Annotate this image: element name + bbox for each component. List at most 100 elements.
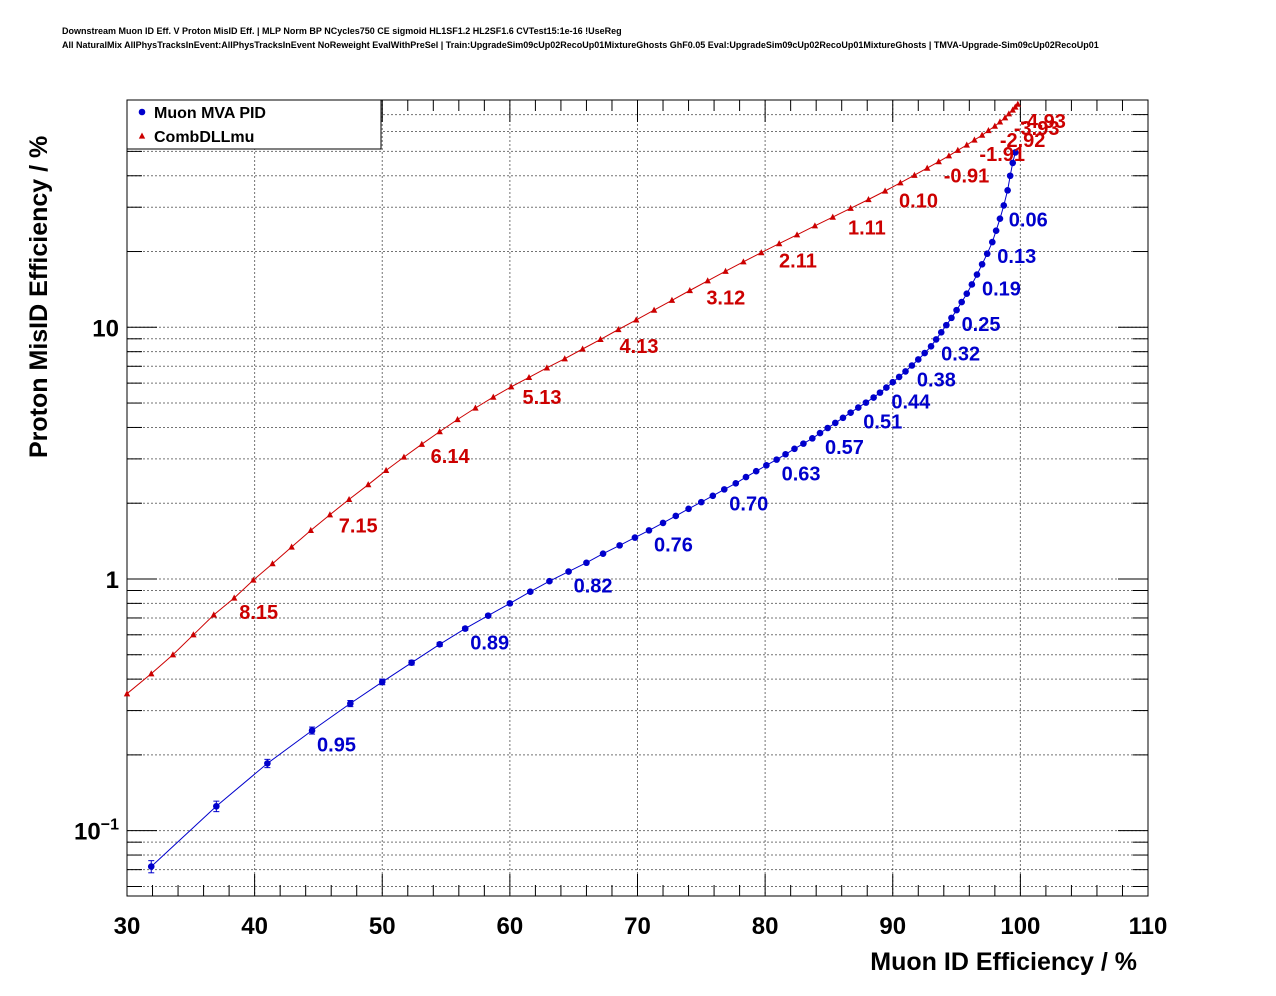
data-point bbox=[1004, 187, 1011, 194]
data-point bbox=[400, 453, 408, 460]
data-point bbox=[472, 404, 479, 411]
point-label: 1.11 bbox=[848, 218, 886, 240]
data-point bbox=[365, 481, 372, 488]
data-point bbox=[911, 171, 918, 178]
point-label: -4.93 bbox=[1020, 111, 1066, 133]
data-point bbox=[968, 281, 976, 288]
data-point bbox=[436, 641, 443, 648]
series-muon-mva-pid: 0.95 0.89 0.82 0.76 0.70 0.630.57 0.510.440.38… bbox=[147, 149, 1048, 874]
data-point bbox=[378, 678, 386, 686]
point-label: 0.76 bbox=[654, 534, 693, 556]
data-point bbox=[983, 250, 991, 258]
legend-label: CombDLLmu bbox=[154, 129, 254, 146]
data-point bbox=[686, 287, 694, 294]
data-point bbox=[742, 473, 750, 481]
data-point bbox=[953, 306, 960, 314]
data-point bbox=[709, 492, 717, 500]
x-tick-labels: 30 40 50 60 70 80 90 100 110 bbox=[114, 913, 1168, 940]
data-point bbox=[988, 238, 996, 246]
data-point bbox=[148, 670, 155, 677]
data-point bbox=[1009, 159, 1017, 167]
data-point bbox=[865, 195, 872, 203]
point-label: 0.57 bbox=[825, 437, 864, 459]
data-point bbox=[963, 290, 971, 297]
point-label: 0.44 bbox=[891, 392, 931, 414]
data-point bbox=[948, 314, 955, 322]
data-point bbox=[250, 576, 257, 583]
data-point bbox=[123, 690, 131, 697]
point-label: 4.13 bbox=[620, 336, 659, 358]
data-point bbox=[773, 456, 780, 463]
data-point bbox=[382, 466, 390, 474]
data-point bbox=[1005, 110, 1013, 117]
x-tick-label: 90 bbox=[879, 913, 906, 940]
data-point bbox=[902, 368, 909, 375]
data-point bbox=[645, 527, 653, 534]
data-point bbox=[897, 179, 904, 186]
data-point bbox=[996, 215, 1004, 223]
data-point bbox=[854, 404, 862, 411]
series-line bbox=[150, 152, 1016, 867]
data-point bbox=[720, 486, 728, 493]
point-label: 0.38 bbox=[917, 369, 956, 391]
chart-title-line-2: All NaturalMix AllPhysTracksInEvent:AllP… bbox=[62, 40, 1099, 50]
x-tick-label: 80 bbox=[752, 913, 779, 940]
point-label: 0.10 bbox=[899, 191, 938, 213]
data-point bbox=[668, 296, 676, 303]
y-tick-label: 10−1 bbox=[74, 817, 119, 846]
series-combdllmu: 8.15 7.15 6.14 5.13 4.13 3.12 2.11 1.11 0.10 -0.9… bbox=[123, 100, 1066, 697]
data-point bbox=[1000, 202, 1008, 209]
data-point bbox=[288, 543, 295, 550]
data-point bbox=[190, 631, 197, 638]
data-point bbox=[565, 568, 572, 575]
point-label: -3.93 bbox=[1014, 118, 1060, 140]
data-point bbox=[763, 461, 770, 469]
data-point bbox=[832, 419, 839, 427]
point-label: 0.70 bbox=[729, 493, 768, 515]
y-tick-label: 10 bbox=[92, 315, 119, 342]
data-point bbox=[461, 625, 469, 632]
data-point bbox=[347, 700, 354, 707]
data-point bbox=[895, 373, 903, 381]
data-point bbox=[991, 122, 999, 129]
data-point bbox=[264, 760, 271, 767]
data-point bbox=[722, 267, 729, 274]
data-point bbox=[633, 316, 640, 323]
data-point bbox=[932, 336, 940, 343]
point-label: -1.91 bbox=[979, 144, 1025, 166]
point-label: 2.11 bbox=[779, 251, 817, 273]
data-point bbox=[963, 141, 970, 148]
data-point bbox=[685, 505, 692, 513]
plot-frame bbox=[126, 99, 1149, 897]
data-point bbox=[659, 519, 667, 527]
data-point bbox=[269, 560, 276, 567]
data-point bbox=[782, 450, 789, 458]
data-point bbox=[816, 429, 824, 437]
data-point bbox=[561, 355, 568, 362]
data-point bbox=[945, 152, 953, 159]
point-label: 6.14 bbox=[431, 446, 471, 468]
grid-lines bbox=[126, 99, 1149, 896]
data-point bbox=[881, 187, 889, 194]
data-point bbox=[169, 651, 177, 658]
data-point bbox=[408, 659, 415, 666]
data-point bbox=[847, 204, 854, 211]
data-point bbox=[308, 727, 316, 734]
point-label: 5.13 bbox=[523, 387, 562, 409]
data-point bbox=[672, 512, 680, 520]
x-tick-label: 60 bbox=[497, 913, 524, 940]
x-tick-label: 100 bbox=[1000, 913, 1040, 940]
data-point bbox=[971, 136, 978, 143]
data-point bbox=[418, 440, 426, 447]
data-point bbox=[791, 445, 798, 453]
point-label: 0.95 bbox=[317, 734, 356, 756]
data-point bbox=[809, 435, 816, 442]
data-point bbox=[914, 356, 922, 363]
legend-label: Muon MVA PID bbox=[154, 105, 266, 122]
legend-marker bbox=[138, 132, 146, 139]
data-point bbox=[954, 146, 962, 153]
point-label: 0.32 bbox=[941, 343, 980, 365]
x-tick-label: 40 bbox=[241, 913, 268, 940]
legend-marker bbox=[138, 108, 146, 116]
